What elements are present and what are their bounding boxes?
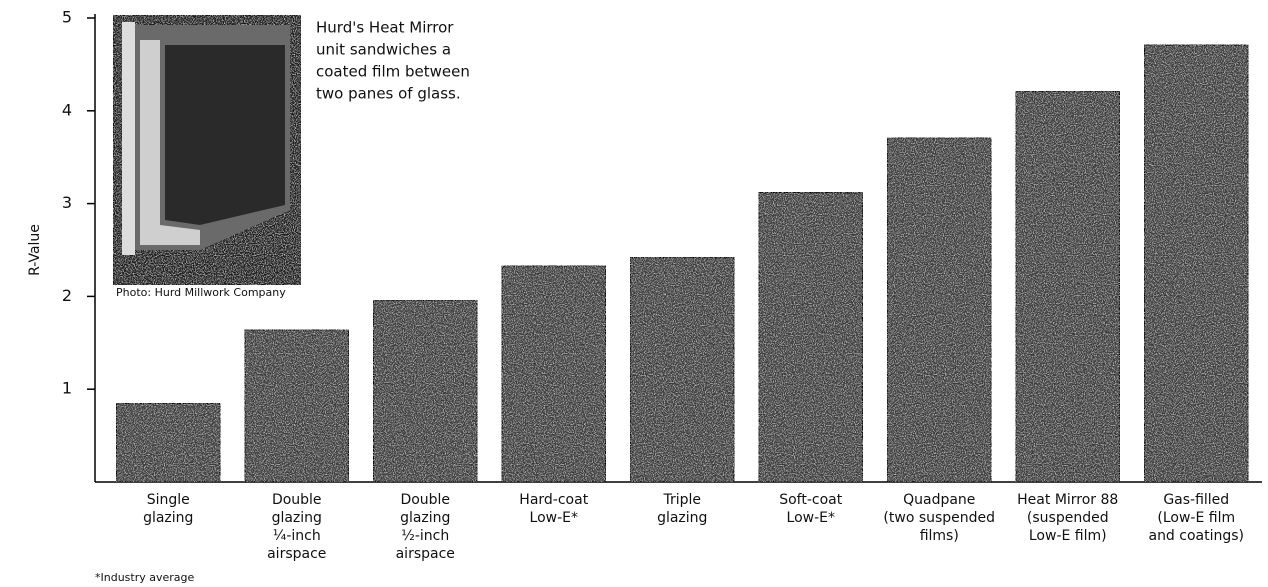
- x-tick-label: films): [920, 528, 959, 544]
- x-tick-label: Low-E*: [787, 510, 835, 526]
- y-tick-label: 4: [62, 100, 72, 119]
- x-tick-label: glazing: [272, 510, 322, 526]
- footnote: *Industry average: [95, 571, 195, 584]
- x-tick-label: Hard-coat: [519, 492, 588, 508]
- y-tick-label: 1: [62, 379, 72, 398]
- photo: [113, 15, 301, 285]
- x-tick-label: Double: [400, 492, 450, 508]
- bar: [1016, 91, 1120, 482]
- bar: [373, 300, 477, 482]
- x-tick-label: glazing: [657, 510, 707, 526]
- bar: [116, 403, 220, 482]
- x-tick-label: (suspended: [1027, 510, 1109, 526]
- x-tick-label: glazing: [143, 510, 193, 526]
- y-tick-label: 5: [62, 8, 72, 27]
- x-tick-label: airspace: [267, 546, 326, 562]
- x-tick-label: Heat Mirror 88: [1017, 492, 1118, 508]
- bar: [245, 330, 349, 482]
- annotation: unit sandwiches a: [316, 41, 451, 59]
- x-tick-label: airspace: [396, 546, 455, 562]
- x-tick-label: (Low-E film: [1157, 510, 1235, 526]
- x-tick-label: ½-inch: [401, 528, 449, 544]
- photo-credit: Photo: Hurd Millwork Company: [116, 286, 286, 299]
- y-tick-label: 2: [62, 286, 72, 305]
- x-tick-label: Double: [272, 492, 322, 508]
- bar: [887, 138, 991, 482]
- bar: [502, 266, 606, 482]
- x-tick-label: Triple: [662, 492, 701, 508]
- bar: [630, 257, 734, 482]
- chart: Photo: Hurd Millwork Company *Industry a…: [0, 0, 1268, 587]
- x-tick-label: glazing: [400, 510, 450, 526]
- bar: [759, 192, 863, 482]
- y-axis-label: R-Value: [27, 224, 43, 276]
- annotation: coated film between: [316, 63, 470, 81]
- page: Photo: Hurd Millwork Company *Industry a…: [0, 0, 1268, 587]
- x-tick-label: Soft-coat: [779, 492, 843, 508]
- x-tick-label: Gas-filled: [1163, 492, 1229, 508]
- x-tick-label: Single: [147, 492, 190, 508]
- x-tick-label: and coatings): [1148, 528, 1244, 544]
- x-tick-label: (two suspended: [883, 510, 995, 526]
- x-tick-label: Quadpane: [903, 492, 975, 508]
- x-tick-label: Low-E film): [1029, 528, 1107, 544]
- annotation: Hurd's Heat Mirror: [316, 19, 454, 37]
- annotation: two panes of glass.: [316, 85, 461, 103]
- y-tick-label: 3: [62, 193, 72, 212]
- x-tick-label: ¼-inch: [273, 528, 321, 544]
- bar: [1144, 45, 1248, 482]
- x-tick-label: Low-E*: [530, 510, 578, 526]
